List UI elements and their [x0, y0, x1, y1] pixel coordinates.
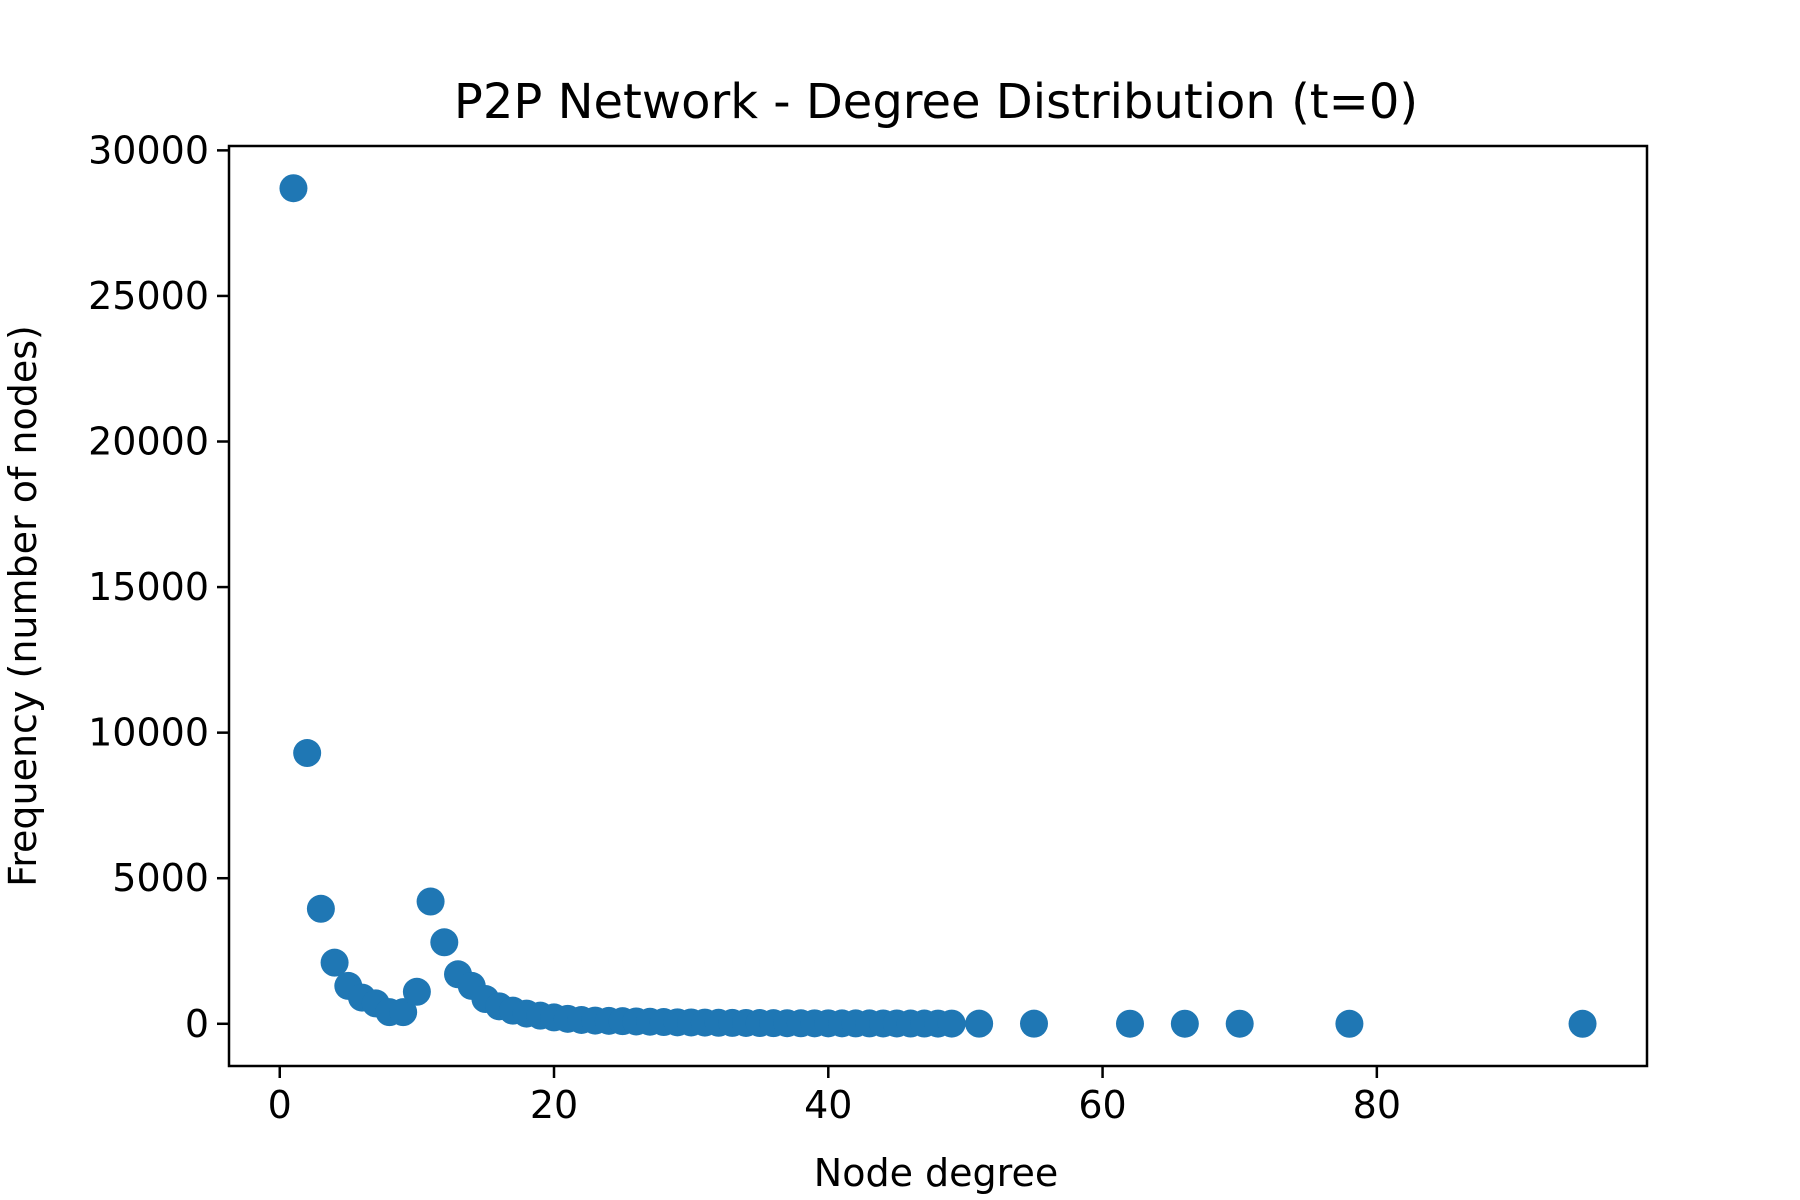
x-axis-label: Node degree: [814, 1151, 1058, 1195]
data-point: [320, 948, 349, 977]
x-tick-label: 80: [1353, 1083, 1401, 1127]
data-point: [1225, 1009, 1254, 1038]
data-point: [389, 998, 418, 1027]
data-point: [1170, 1009, 1199, 1038]
data-point: [1335, 1009, 1364, 1038]
x-tick-label: 20: [530, 1083, 578, 1127]
x-tick-label: 0: [268, 1083, 292, 1127]
y-tick-label: 5000: [112, 856, 209, 900]
y-axis: 0 5000 10000 15000 20000 25000 30000: [88, 128, 229, 1046]
data-points: [279, 174, 1597, 1038]
data-point: [1568, 1009, 1597, 1038]
data-point: [430, 928, 459, 957]
data-point: [1019, 1009, 1048, 1038]
data-point: [965, 1009, 994, 1038]
y-tick-label: 0: [185, 1002, 209, 1046]
y-tick-label: 30000: [88, 128, 209, 172]
data-point: [937, 1009, 966, 1038]
data-point: [1115, 1009, 1144, 1038]
plot-area: 0 5000 10000 15000 20000 25000 30000 0 20 40 60 80: [88, 128, 1649, 1127]
chart-title: P2P Network - Degree Distribution (t=0): [454, 74, 1418, 130]
y-axis-label: Frequency (number of nodes): [1, 325, 45, 887]
data-point: [293, 739, 322, 768]
y-tick-label: 25000: [88, 274, 209, 318]
data-point: [279, 174, 308, 203]
data-point: [416, 887, 445, 916]
plot-frame: [227, 144, 1649, 1068]
data-point: [402, 977, 431, 1006]
y-tick-label: 15000: [88, 565, 209, 609]
y-tick-label: 10000: [88, 711, 209, 755]
data-point: [306, 894, 335, 923]
x-tick-label: 40: [804, 1083, 852, 1127]
x-tick-label: 60: [1078, 1083, 1126, 1127]
x-axis: 0 20 40 60 80: [268, 1066, 1401, 1127]
y-tick-label: 20000: [88, 420, 209, 464]
